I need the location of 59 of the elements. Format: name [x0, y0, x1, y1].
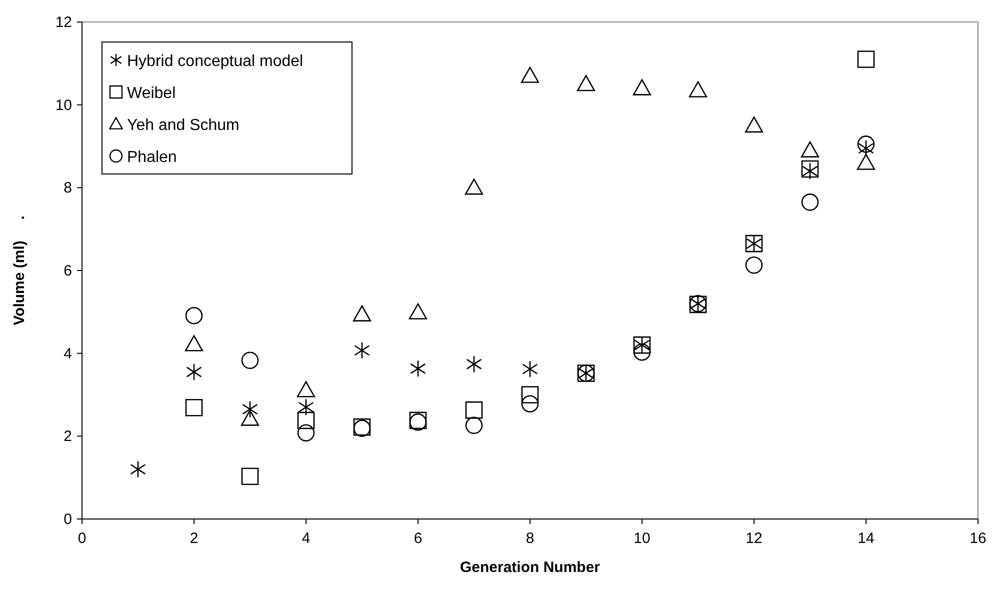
legend-label: Weibel [127, 85, 176, 102]
x-tick-label: 4 [302, 530, 310, 547]
point [800, 141, 820, 158]
point [296, 381, 316, 398]
x-tick-label: 2 [190, 530, 198, 547]
point [688, 81, 708, 98]
x-tick-label: 8 [526, 530, 534, 547]
point [297, 424, 315, 442]
point [522, 360, 538, 378]
legend-label: Phalen [127, 149, 177, 166]
point [464, 178, 484, 195]
y-axis-title: Volume (ml) . [11, 216, 28, 326]
point [242, 400, 258, 418]
point [745, 256, 763, 274]
y-tick-label: 2 [64, 428, 72, 446]
point [801, 194, 819, 211]
point [521, 386, 539, 404]
y-tick-label: 6 [64, 262, 72, 280]
point [856, 154, 876, 170]
point [352, 305, 372, 322]
point [858, 140, 874, 157]
point [297, 412, 315, 430]
x-tick-label: 14 [858, 530, 874, 547]
point [633, 343, 651, 361]
point [576, 75, 596, 92]
point [466, 355, 482, 373]
x-tick-label: 0 [78, 530, 86, 547]
point [130, 460, 146, 478]
y-tick-label: 10 [55, 96, 72, 114]
point [857, 50, 875, 68]
point [241, 468, 259, 485]
point [410, 360, 426, 378]
point [185, 307, 203, 324]
x-tick-label: 16 [970, 530, 986, 547]
point [632, 79, 652, 96]
point [465, 416, 483, 434]
point [354, 342, 370, 360]
point [521, 395, 539, 412]
x-tick-label: 6 [414, 530, 422, 547]
point [298, 398, 314, 416]
legend-label: Yeh and Schum [127, 117, 240, 134]
point [465, 401, 483, 419]
point [184, 335, 204, 352]
point [520, 66, 540, 83]
point [857, 136, 875, 153]
legend-label: Hybrid conceptual model [127, 53, 304, 70]
x-axis-title: Generation Number [460, 559, 600, 576]
point [240, 410, 260, 426]
point [408, 303, 428, 320]
point [185, 398, 203, 416]
point [744, 116, 764, 133]
y-tick-label: 12 [55, 14, 72, 31]
x-tick-label: 12 [746, 530, 762, 547]
y-tick-label: 4 [64, 345, 72, 362]
y-tick-label: 0 [64, 511, 72, 528]
y-tick-label: 8 [64, 180, 72, 197]
point [186, 363, 202, 381]
point [241, 352, 259, 370]
x-tick-label: 10 [634, 530, 650, 547]
